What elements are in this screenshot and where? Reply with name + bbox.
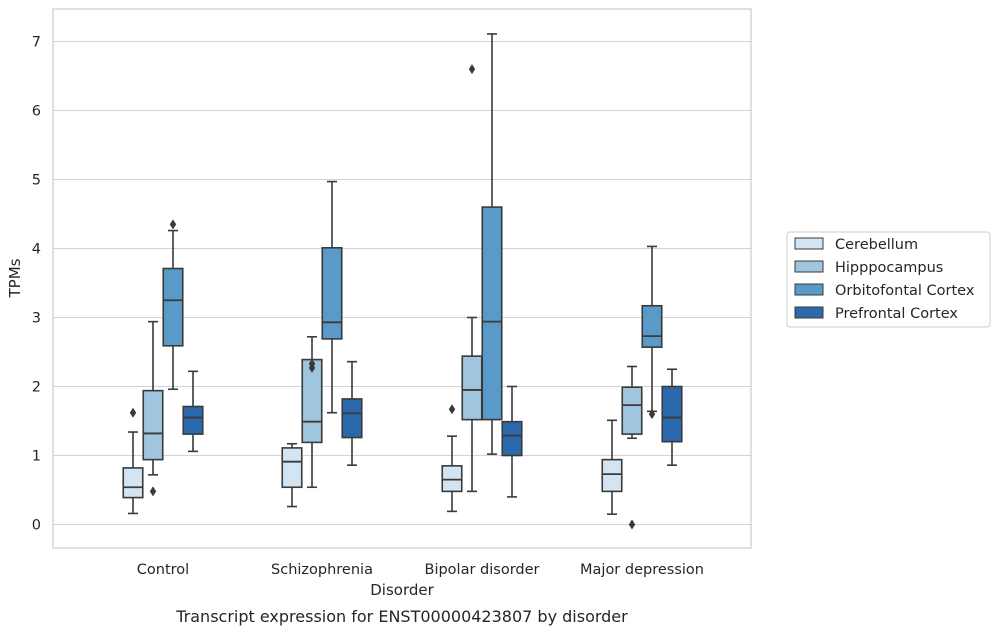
y-tick-label-1: 1 (32, 449, 41, 465)
legend-label: Hipppocampus (835, 260, 943, 276)
legend-item-cerebellum: Cerebellum (794, 237, 918, 253)
outlier-point (628, 519, 636, 530)
box-prefrontal-cortex-major-depression (661, 368, 683, 466)
iqr-box (661, 385, 683, 443)
iqr-box (441, 465, 463, 493)
box-hipppocampus-major-depression (621, 365, 643, 530)
box-cerebellum-control (122, 407, 144, 515)
iqr-box (281, 447, 303, 489)
x-tick-labels: Control Schizophrenia Bipolar disorder Majo… (137, 562, 704, 578)
legend-label: Prefrontal Cortex (835, 306, 958, 322)
y-tick-label-3: 3 (32, 311, 41, 327)
legend-swatch (794, 260, 824, 273)
iqr-box (461, 355, 483, 421)
iqr-box (321, 247, 343, 340)
y-tick-labels: 0 1 2 3 4 5 6 7 (32, 35, 41, 534)
legend-item-orbitofontal-cortex: Orbitofontal Cortex (794, 283, 975, 299)
iqr-box (621, 386, 643, 435)
legend: Cerebellum Hipppocampus Orbitofontal Corte… (786, 231, 991, 328)
iqr-box (481, 206, 503, 421)
iqr-box (601, 458, 623, 493)
y-tick-label-6: 6 (32, 104, 41, 120)
iqr-box (641, 304, 663, 348)
outlier-point (149, 486, 157, 497)
legend-item-hipppocampus: Hipppocampus (794, 260, 943, 276)
plot-area-background (53, 9, 751, 548)
plot-area-frame (52, 8, 752, 549)
legend-swatch (794, 306, 824, 319)
y-tick-label-4: 4 (32, 242, 41, 258)
iqr-box (341, 398, 363, 439)
y-tick-label-2: 2 (32, 380, 41, 396)
x-tick-label-major-depression: Major depression (580, 562, 704, 578)
outlier-point (448, 404, 456, 415)
legend-swatch (794, 283, 824, 296)
x-tick-label-schizophrenia: Schizophrenia (271, 562, 373, 578)
legend-item-prefrontal-cortex: Prefrontal Cortex (794, 306, 958, 322)
chart-caption: Transcript expression for ENST0000042380… (175, 607, 628, 626)
box-cerebellum-bipolar-disorder (441, 404, 463, 513)
box-cerebellum-major-depression (601, 419, 623, 515)
box-prefrontal-cortex-control (182, 370, 204, 453)
x-axis-title: Disorder (370, 581, 434, 599)
legend-swatch (794, 237, 824, 250)
y-tick-label-7: 7 (32, 35, 41, 51)
boxes (122, 33, 683, 530)
outlier-point (468, 64, 476, 75)
y-axis-title: TPMs (6, 258, 24, 298)
x-tick-label-control: Control (137, 562, 189, 578)
box-hipppocampus-schizophrenia (301, 336, 323, 489)
legend-label: Cerebellum (835, 237, 918, 253)
box-orbitofontal-cortex-bipolar-disorder (481, 33, 503, 455)
y-tick-label-0: 0 (32, 518, 41, 534)
iqr-box (122, 467, 144, 499)
box-hipppocampus-control (142, 320, 164, 497)
y-tick-label-5: 5 (32, 173, 41, 189)
outlier-point (129, 407, 137, 418)
iqr-box (501, 420, 523, 457)
box-prefrontal-cortex-schizophrenia (341, 360, 363, 466)
iqr-box (162, 267, 184, 347)
outlier-point (169, 219, 177, 230)
legend-label: Orbitofontal Cortex (835, 283, 975, 299)
outlier-point (648, 409, 656, 420)
x-tick-label-bipolar-disorder: Bipolar disorder (425, 562, 540, 578)
box-orbitofontal-cortex-major-depression (641, 245, 663, 420)
legend-frame (786, 231, 991, 328)
box-orbitofontal-cortex-schizophrenia (321, 180, 343, 414)
outlier-point (308, 358, 316, 369)
box-cerebellum-schizophrenia (281, 442, 303, 508)
box-orbitofontal-cortex-control (162, 219, 184, 391)
box-prefrontal-cortex-bipolar-disorder (501, 385, 523, 498)
iqr-box (182, 405, 204, 435)
box-hipppocampus-bipolar-disorder (461, 64, 483, 493)
iqr-box (142, 389, 164, 461)
